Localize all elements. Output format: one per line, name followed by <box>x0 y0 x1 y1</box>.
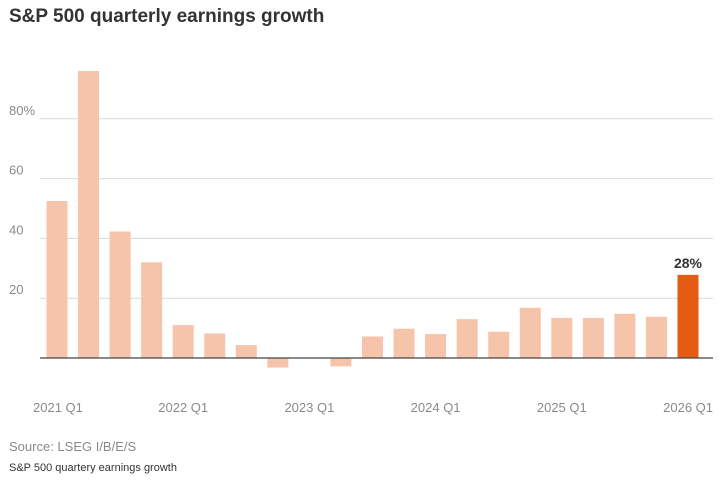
y-tick-label: 40 <box>9 222 23 237</box>
bar-2022-q1 <box>172 325 194 358</box>
bar-2024-q2 <box>456 319 478 358</box>
bar-2025-q1 <box>551 317 573 358</box>
bar-2022-q3 <box>235 345 257 358</box>
bar-2023-q2 <box>330 358 352 367</box>
bar-2025-q3 <box>614 313 636 358</box>
bar-2021-q4 <box>141 262 163 358</box>
bar-2022-q2 <box>204 333 226 358</box>
bar-2026-q1 <box>677 274 699 358</box>
bar-2021-q1 <box>46 201 68 358</box>
x-tick-label: 2026 Q1 <box>663 400 713 415</box>
bars: 28% <box>46 70 703 368</box>
chart-caption: S&P 500 quartery earnings growth <box>9 462 177 474</box>
bar-2024-q3 <box>488 331 510 358</box>
x-tick-label: 2024 Q1 <box>411 400 461 415</box>
y-tick-label: 60 <box>9 163 23 178</box>
bar-2024-q1 <box>425 334 447 358</box>
bar-2023-q3 <box>362 336 383 358</box>
bar-2025-q4 <box>645 316 667 358</box>
bar-chart: 28% 20 40 60 80% 2021 Q1 2022 Q1 2023 Q1 2024 Q… <box>9 70 713 415</box>
y-tick-label: 20 <box>9 282 23 297</box>
bar-2025-q2 <box>582 317 604 358</box>
bar-2023-q4 <box>393 328 415 358</box>
bar-2021-q2 <box>78 70 100 359</box>
bar-2024-q4 <box>519 307 541 358</box>
chart-title: S&P 500 quarterly earnings growth <box>9 6 325 27</box>
source-note: Source: LSEG I/B/E/S <box>9 439 137 454</box>
x-tick-label: 2023 Q1 <box>284 400 334 415</box>
x-tick-label: 2021 Q1 <box>33 400 83 415</box>
x-tick-label: 2025 Q1 <box>537 400 587 415</box>
bar-2022-q4 <box>267 358 289 368</box>
bar-2021-q3 <box>109 231 131 358</box>
axes: 20 40 60 80% 2021 Q1 2022 Q1 2023 Q1 2024 Q1 202… <box>9 103 713 415</box>
y-tick-label: 80% <box>9 103 35 118</box>
highlight-value-label: 28% <box>674 255 703 271</box>
x-tick-label: 2022 Q1 <box>158 400 208 415</box>
gridlines <box>40 118 713 299</box>
